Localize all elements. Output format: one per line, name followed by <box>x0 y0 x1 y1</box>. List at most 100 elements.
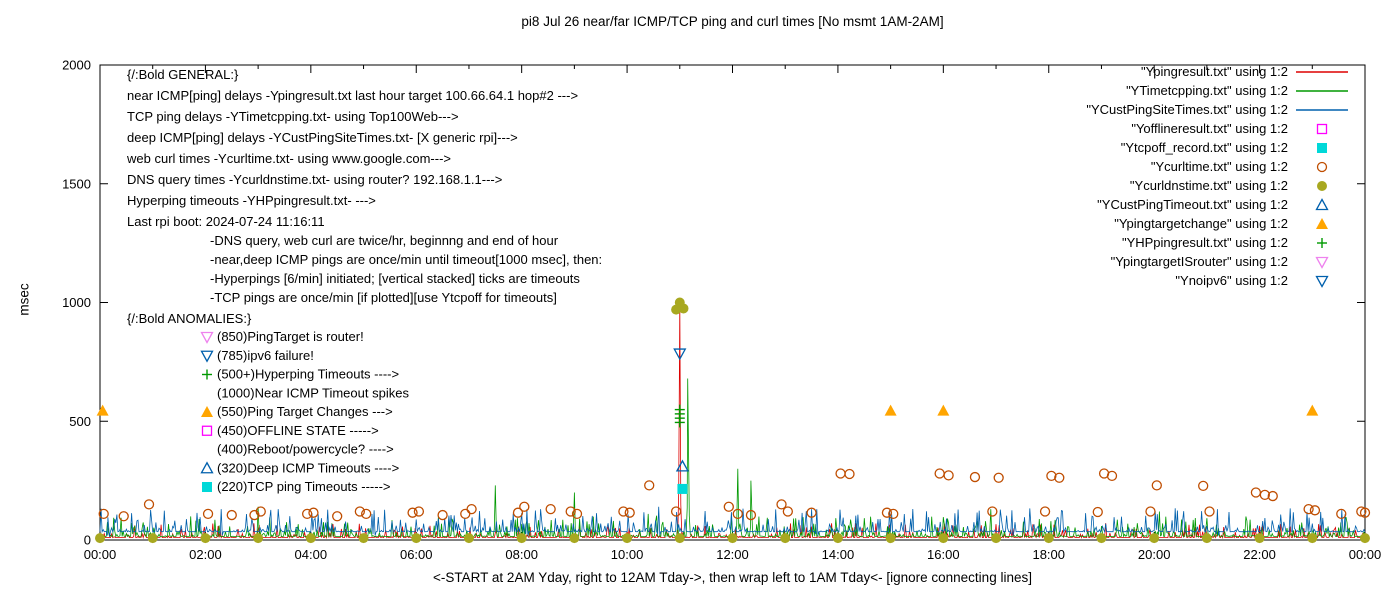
point-Ycurltime.txt <box>226 509 237 521</box>
point-Ycurltime.txt <box>466 503 477 515</box>
point-Ycurldnstime.txt <box>991 533 1002 544</box>
point-Ycurltime.txt <box>776 499 787 510</box>
annotation-note: -TCP pings are once/min [if plotted][use… <box>210 290 557 305</box>
legend-label: "YHPpingresult.txt" using 1:2 <box>1122 235 1288 250</box>
point-Ycurldnstime.txt <box>832 533 843 544</box>
point-Ycurltime.txt <box>1259 489 1271 501</box>
anomaly-marker <box>200 331 214 344</box>
anomaly-marker <box>201 425 213 436</box>
point-Ycurltime.txt <box>1145 506 1156 517</box>
point-Ycurldnstime.txt <box>938 533 949 544</box>
point-Ypingtargetchange <box>884 404 897 416</box>
point-Ycurltime.txt <box>308 507 319 518</box>
anomaly-marker <box>201 406 213 417</box>
point-Ycurltime.txt <box>888 508 899 520</box>
x-tick-label: 04:00 <box>295 547 328 562</box>
point-Ycurltime.txt <box>1054 472 1065 483</box>
point-Ycurltime.txt <box>1359 507 1371 518</box>
point-Ycurltime.txt <box>354 506 366 517</box>
annotation-anomaly: (400)Reboot/powercycle? ----> <box>217 442 394 457</box>
point-Ycurltime.txt <box>881 507 893 518</box>
point-Ycurldnstime.txt <box>253 533 264 544</box>
point-Ycurltime.txt <box>723 501 734 512</box>
legend-label: "Ycurldnstime.txt" using 1:2 <box>1130 178 1288 193</box>
point-Ytcpoff_record.txt <box>677 483 688 494</box>
point-Ycurltime.txt <box>460 508 471 520</box>
point-Ycurltime.txt <box>413 506 425 517</box>
anomaly-marker <box>200 461 214 474</box>
x-tick-label: 08:00 <box>505 547 538 562</box>
point-Ycurltime.txt <box>943 470 954 481</box>
point-Ycurldnstime.txt <box>516 533 527 544</box>
point-Ycurltime.txt <box>1039 506 1051 517</box>
point-Ypingtargetchange <box>937 404 950 416</box>
x-tick-label: 16:00 <box>927 547 960 562</box>
legend-label: "YTimetcpping.txt" using 1:2 <box>1126 83 1288 98</box>
point-Ycurldnstime.txt <box>727 533 738 544</box>
legend-sample-marker <box>1315 256 1329 269</box>
point-Ycurltime.txt <box>1250 487 1262 498</box>
x-tick-label: 06:00 <box>400 547 433 562</box>
point-Ycurldnstime.txt <box>95 533 105 544</box>
point-Ycurltime.txt <box>255 506 266 517</box>
point-Ycurltime.txt <box>618 506 629 517</box>
legend-label: "Yofflineresult.txt" using 1:2 <box>1131 121 1288 136</box>
point-Ycurldnstime.txt <box>678 303 689 314</box>
point-Ycurldnstime.txt <box>463 533 474 544</box>
point-Ycurltime.txt <box>1198 480 1209 492</box>
point-Ycurltime.txt <box>571 508 583 520</box>
y-tick-label: 2000 <box>62 58 91 73</box>
point-Ycurltime.txt <box>1106 470 1118 482</box>
annotation-anomaly: (550)Ping Target Changes ---> <box>217 404 393 419</box>
annotation-anomaly: (850)PingTarget is router! <box>217 329 364 344</box>
y-axis-label: msec <box>16 283 32 316</box>
point-Ycurldnstime.txt <box>674 533 685 544</box>
point-Ycurltime.txt <box>670 506 682 517</box>
x-tick-label: 10:00 <box>611 547 644 562</box>
x-axis-label: <-START at 2AM Yday, right to 12AM Tday-… <box>433 570 1032 585</box>
legend-label: "YCustPingSiteTimes.txt" using 1:2 <box>1086 102 1288 117</box>
annotation-anomaly: (785)ipv6 failure! <box>217 348 314 363</box>
point-Ycurltime.txt <box>934 468 945 479</box>
annotation-general: Last rpi boot: 2024-07-24 11:16:11 <box>127 214 325 229</box>
legend-label: "YpingtargetISrouter" using 1:2 <box>1111 254 1288 269</box>
point-YCustPingTimeout.txt <box>675 459 690 472</box>
annotation-note: -Hyperpings [6/min] initiated; [vertical… <box>210 271 580 286</box>
point-Ycurldnstime.txt <box>1307 533 1318 544</box>
annotation-anomaly: (220)TCP ping Timeouts -----> <box>217 479 391 494</box>
legend-sample-marker <box>1317 181 1327 191</box>
y-tick-label: 0 <box>84 533 91 548</box>
annotation-general: near ICMP[ping] delays -Ypingresult.txt … <box>127 88 578 103</box>
point-Ycurltime.txt <box>332 511 343 522</box>
point-Ycurltime.txt <box>1303 503 1314 515</box>
point-Ycurldnstime.txt <box>569 533 580 544</box>
point-Ycurldnstime.txt <box>200 533 211 544</box>
annotation-general: TCP ping delays -YTimetcpping.txt- using… <box>127 109 459 124</box>
x-tick-label: 02:00 <box>189 547 222 562</box>
point-Ypingtargetchange <box>1306 404 1319 416</box>
legend-sample-marker <box>1315 275 1329 288</box>
annotation-anomaly: (1000)Near ICMP Timeout spikes <box>217 385 409 400</box>
point-Ycurltime.txt <box>98 508 109 520</box>
point-Ynoipv6 <box>673 348 687 361</box>
point-Ycurltime.txt <box>143 499 155 510</box>
point-Ycurltime.txt <box>202 508 214 520</box>
point-Ycurltime.txt <box>1267 490 1278 502</box>
x-tick-label: 20:00 <box>1138 547 1171 562</box>
legend-sample-marker <box>1315 198 1329 211</box>
point-Ycurltime.txt <box>545 503 556 515</box>
annotation-note: -near,deep ICMP pings are once/min until… <box>210 252 602 267</box>
point-Ycurldnstime.txt <box>1149 533 1160 544</box>
legend-sample-marker <box>1317 143 1327 153</box>
point-Ycurltime.txt <box>437 509 448 521</box>
x-tick-label: 12:00 <box>716 547 749 562</box>
point-Ycurldnstime.txt <box>1096 533 1107 544</box>
legend-label: "Ycurltime.txt" using 1:2 <box>1151 159 1288 174</box>
annotation-general: DNS query times -Ycurldnstime.txt- using… <box>127 172 502 187</box>
point-Ycurltime.txt <box>844 468 855 480</box>
point-Ycurltime.txt <box>1046 470 1057 482</box>
annotation-general: deep ICMP[ping] delays -YCustPingSiteTim… <box>127 130 518 145</box>
point-Ycurltime.txt <box>407 507 418 518</box>
annotation-anomaly: (500+)Hyperping Timeouts ----> <box>217 367 399 382</box>
point-Ycurldnstime.txt <box>411 533 422 544</box>
